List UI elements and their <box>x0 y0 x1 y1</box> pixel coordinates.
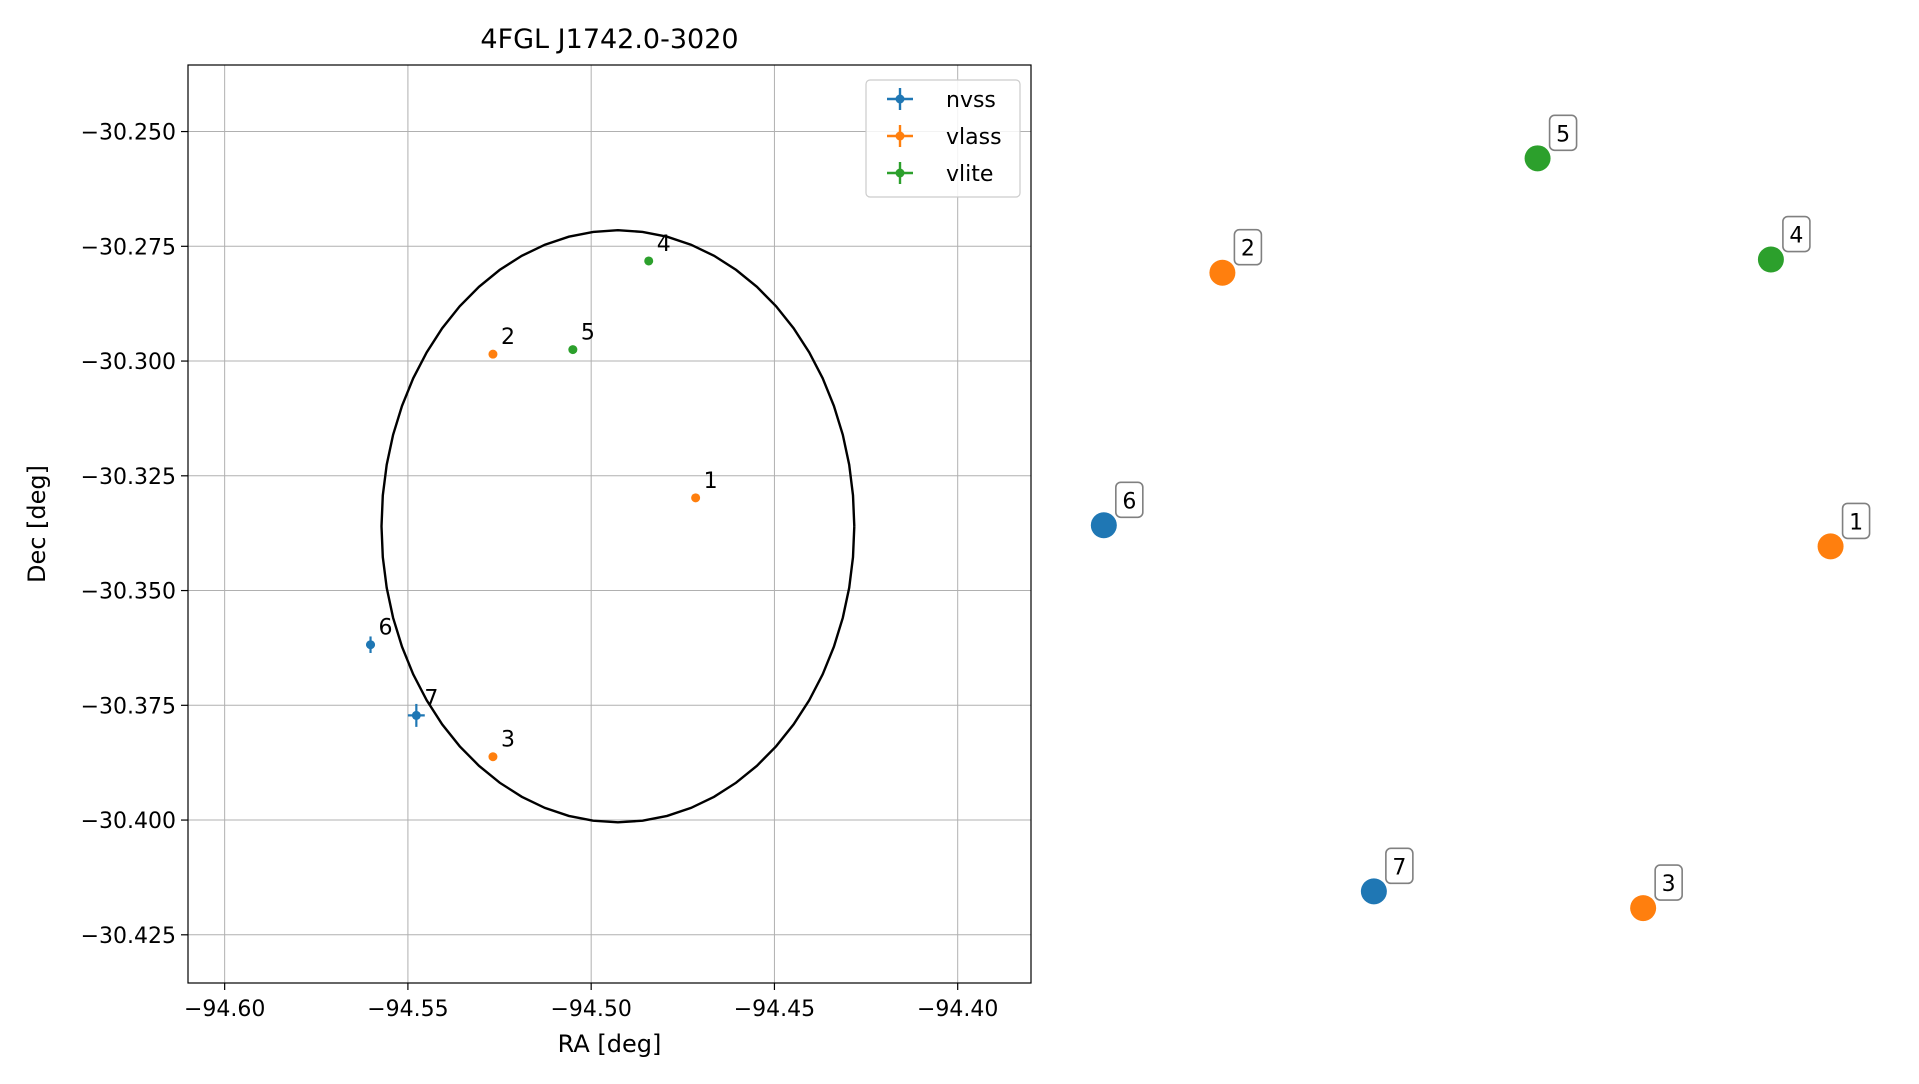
legend: nvss vlass vlite <box>865 79 1021 198</box>
data-point-nvss <box>411 710 421 720</box>
point-label: 2 <box>501 325 515 350</box>
map-label: 6 <box>1122 489 1136 514</box>
main-plot: 6 7 1 2 3 4 5 −94.60 −94.55 −94.50 −94.45 −94.40 −3… <box>23 24 1032 1058</box>
legend-marker-dot <box>895 168 905 178</box>
y-tick-label: −30.425 <box>81 924 176 949</box>
map-label-box <box>1654 864 1683 901</box>
legend-box <box>865 79 1021 198</box>
x-tick-label: −94.45 <box>734 997 815 1022</box>
data-point-vlass <box>488 349 498 359</box>
y-tick-label: −30.275 <box>81 235 176 260</box>
data-point-vlite <box>568 345 578 355</box>
chart-title: 4FGL J1742.0-3020 <box>480 24 738 55</box>
point-label: 5 <box>581 321 595 346</box>
map-label-box <box>1548 114 1578 152</box>
legend-label: nvss <box>946 88 996 113</box>
y-tick-label: −30.350 <box>81 580 176 605</box>
x-tick-label: −94.40 <box>917 997 998 1022</box>
localization-circle <box>380 228 856 824</box>
legend-marker-dot <box>895 94 905 104</box>
map-label: 5 <box>1556 122 1570 147</box>
point-label: 6 <box>379 616 393 641</box>
y-tick-label: −30.325 <box>81 465 176 490</box>
point-label: 4 <box>657 232 671 257</box>
y-tick-label: −30.250 <box>81 121 176 146</box>
map-label: 7 <box>1392 855 1406 880</box>
map-marker <box>1757 246 1784 273</box>
y-tick-label: −30.400 <box>81 809 176 834</box>
map-label: 3 <box>1662 872 1676 897</box>
plot-frame <box>187 64 1032 984</box>
label-map-panel: 1 2 3 4 5 6 7 <box>1090 114 1871 922</box>
map-label: 2 <box>1241 237 1255 262</box>
points-layer: 6 7 1 2 3 4 5 <box>366 232 718 762</box>
y-tick-label: −30.300 <box>81 350 176 375</box>
data-point-vlass <box>488 752 498 762</box>
map-marker <box>1209 259 1236 286</box>
map-label-box <box>1115 481 1144 519</box>
data-point-vlass <box>691 493 701 503</box>
point-label: 7 <box>424 686 438 711</box>
map-label: 1 <box>1849 510 1863 535</box>
legend-label: vlite <box>946 162 993 187</box>
map-marker <box>1630 895 1657 922</box>
map-marker <box>1524 145 1551 172</box>
grid <box>188 65 1031 983</box>
map-marker <box>1360 878 1387 905</box>
map-marker <box>1090 512 1117 539</box>
data-point-nvss <box>366 640 376 650</box>
map-label-box <box>1782 215 1811 253</box>
x-tick-label: −94.50 <box>550 997 631 1022</box>
x-tick-label: −94.55 <box>367 997 448 1022</box>
y-axis-label: Dec [deg] <box>23 465 51 583</box>
legend-marker-dot <box>895 131 905 141</box>
map-label-box <box>1233 228 1263 266</box>
x-tick-label: −94.60 <box>184 997 265 1022</box>
map-marker <box>1817 533 1844 560</box>
localization-circle-layer <box>380 228 856 824</box>
y-tick-label: −30.375 <box>81 694 176 719</box>
x-axis-label: RA [deg] <box>558 1030 662 1058</box>
data-point-vlite <box>644 256 654 266</box>
legend-label: vlass <box>946 125 1002 150</box>
map-label: 4 <box>1789 224 1803 249</box>
point-label: 3 <box>501 728 515 753</box>
map-label-box <box>1385 847 1414 885</box>
map-label-box <box>1841 502 1871 540</box>
ticks: −94.60 −94.55 −94.50 −94.45 −94.40 −30.250 −30… <box>81 121 999 1022</box>
point-label: 1 <box>704 469 718 494</box>
